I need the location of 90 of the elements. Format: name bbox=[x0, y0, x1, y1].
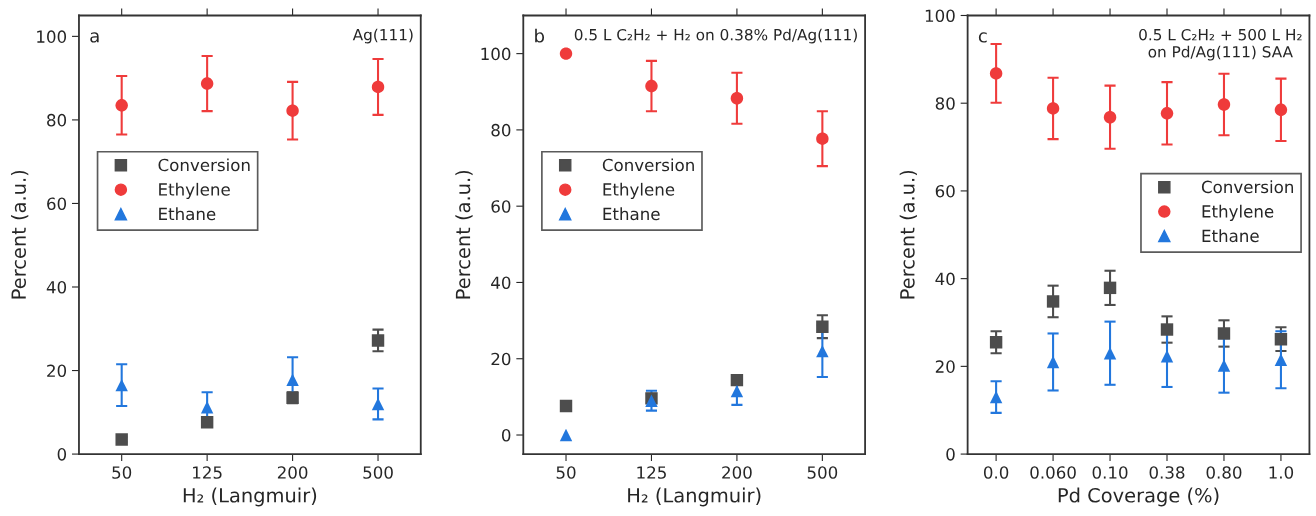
annotation: 0.5 L C₂H₂ + H₂ on 0.38% Pd/Ag(111) bbox=[574, 28, 857, 44]
point bbox=[1046, 355, 1060, 369]
x-axis-title: H₂ (Langmuir) bbox=[628, 487, 761, 507]
point bbox=[1046, 295, 1060, 308]
legend-label: Conversion bbox=[1201, 180, 1293, 194]
y-axis-title: Percent (a.u.) bbox=[455, 170, 473, 299]
point bbox=[115, 99, 128, 112]
point bbox=[286, 373, 299, 386]
point bbox=[1160, 323, 1174, 336]
x-tick-label: 50 bbox=[556, 466, 576, 479]
legend-label: Ethylene bbox=[603, 182, 675, 199]
legend-label: Ethylene bbox=[159, 182, 230, 199]
x-tick-label: 0.38 bbox=[1149, 466, 1185, 479]
y-tick-label: 0 bbox=[501, 428, 511, 442]
x-tick-label: 200 bbox=[722, 466, 752, 479]
point bbox=[730, 92, 744, 105]
y-tick-label: 80 bbox=[935, 97, 955, 110]
point bbox=[816, 320, 829, 333]
point bbox=[1046, 102, 1060, 115]
point bbox=[115, 378, 128, 392]
annotation: Ag(111) bbox=[352, 28, 413, 44]
y-tick-label: 80 bbox=[491, 123, 511, 137]
x-tick-label: 0.80 bbox=[1206, 466, 1242, 479]
y-tick-label: 40 bbox=[46, 280, 67, 294]
y-tick-label: 0 bbox=[946, 448, 955, 461]
x-tick-label: 0.060 bbox=[1030, 466, 1076, 479]
y-tick-label: 80 bbox=[47, 113, 67, 127]
point bbox=[286, 104, 299, 117]
x-tick-label: 125 bbox=[193, 466, 222, 479]
point bbox=[989, 67, 1003, 80]
x-tick-label: 0.0 bbox=[983, 466, 1009, 479]
legend-label: Ethylene bbox=[1202, 204, 1274, 221]
point bbox=[371, 80, 385, 94]
legend-label: Conversion bbox=[602, 158, 694, 172]
x-tick-label: 125 bbox=[637, 466, 666, 479]
y-tick-label: 100 bbox=[481, 47, 511, 61]
x-tick-label: 500 bbox=[363, 466, 393, 479]
point bbox=[1160, 350, 1174, 363]
point bbox=[559, 47, 573, 60]
annotation: a bbox=[90, 32, 99, 43]
y-tick-label: 40 bbox=[491, 276, 511, 290]
y-tick-label: 60 bbox=[491, 200, 511, 213]
point bbox=[1217, 359, 1231, 372]
point bbox=[1160, 107, 1174, 120]
point bbox=[1103, 281, 1117, 295]
point bbox=[1274, 353, 1288, 366]
annotation: c bbox=[978, 32, 987, 43]
point bbox=[200, 77, 214, 90]
y-tick-label: 20 bbox=[47, 364, 67, 378]
point bbox=[559, 428, 573, 442]
point bbox=[816, 132, 829, 145]
x-tick-label: 50 bbox=[112, 466, 132, 479]
x-axis-title: Pd Coverage (%) bbox=[1058, 487, 1219, 507]
x-tick-label: 200 bbox=[277, 466, 308, 479]
point bbox=[989, 390, 1003, 404]
x-tick-label: 0.10 bbox=[1092, 466, 1128, 479]
point bbox=[1217, 98, 1231, 111]
annotation: 0.5 L C₂H₂ + 500 L H₂ on Pd/Ag(111) SAA bbox=[1139, 28, 1302, 61]
y-axis-title: Percent (a.u.) bbox=[899, 170, 917, 299]
x-tick-label: 1.0 bbox=[1269, 466, 1294, 479]
y-tick-label: 20 bbox=[935, 360, 955, 373]
y-tick-label: 60 bbox=[47, 197, 67, 211]
point bbox=[1274, 103, 1288, 116]
point bbox=[200, 416, 214, 429]
y-tick-label: 20 bbox=[491, 352, 511, 366]
point bbox=[730, 373, 744, 387]
point bbox=[371, 334, 385, 347]
legend-label: Ethane bbox=[1202, 229, 1259, 243]
point bbox=[559, 399, 573, 413]
legend-label: Ethane bbox=[159, 207, 216, 221]
point bbox=[989, 336, 1003, 349]
x-axis-title: H₂ (Langmuir) bbox=[183, 487, 317, 507]
point bbox=[730, 384, 744, 398]
y-tick-label: 100 bbox=[37, 30, 67, 43]
y-axis-title: Percent (a.u.) bbox=[10, 170, 29, 299]
y-tick-label: 100 bbox=[925, 9, 955, 23]
x-tick-label: 500 bbox=[807, 466, 838, 479]
point bbox=[115, 433, 128, 446]
point bbox=[200, 401, 214, 414]
y-tick-label: 40 bbox=[935, 272, 955, 286]
point bbox=[816, 344, 829, 358]
legend-label: Ethane bbox=[603, 207, 660, 221]
y-tick-label: 0 bbox=[57, 448, 67, 461]
point bbox=[1274, 332, 1288, 346]
point bbox=[645, 79, 658, 93]
legend-label: Conversion bbox=[158, 158, 250, 172]
y-tick-label: 60 bbox=[935, 184, 955, 198]
point bbox=[1103, 111, 1117, 124]
point bbox=[1217, 327, 1231, 340]
annotation: b bbox=[535, 28, 545, 43]
